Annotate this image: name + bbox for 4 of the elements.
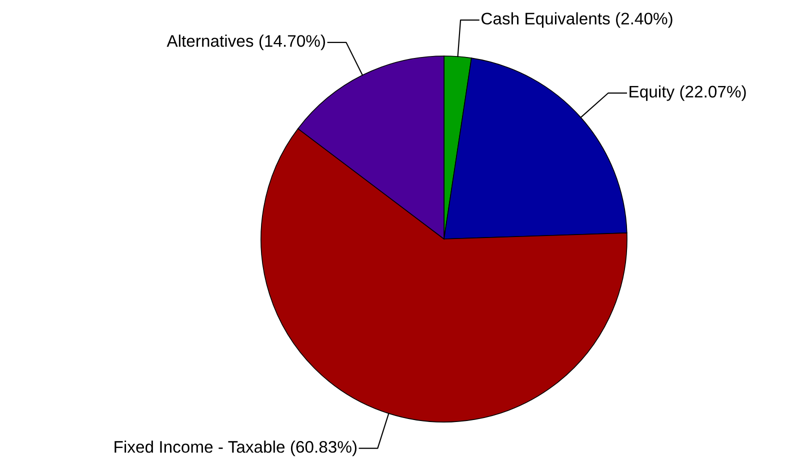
slice-label: Alternatives (14.70%) — [166, 34, 325, 50]
slice-label: Fixed Income - Taxable (60.83%) — [114, 440, 357, 456]
slice-label: Equity (22.07%) — [630, 85, 746, 101]
slice-label: Cash Equivalents (2.40%) — [482, 12, 672, 28]
